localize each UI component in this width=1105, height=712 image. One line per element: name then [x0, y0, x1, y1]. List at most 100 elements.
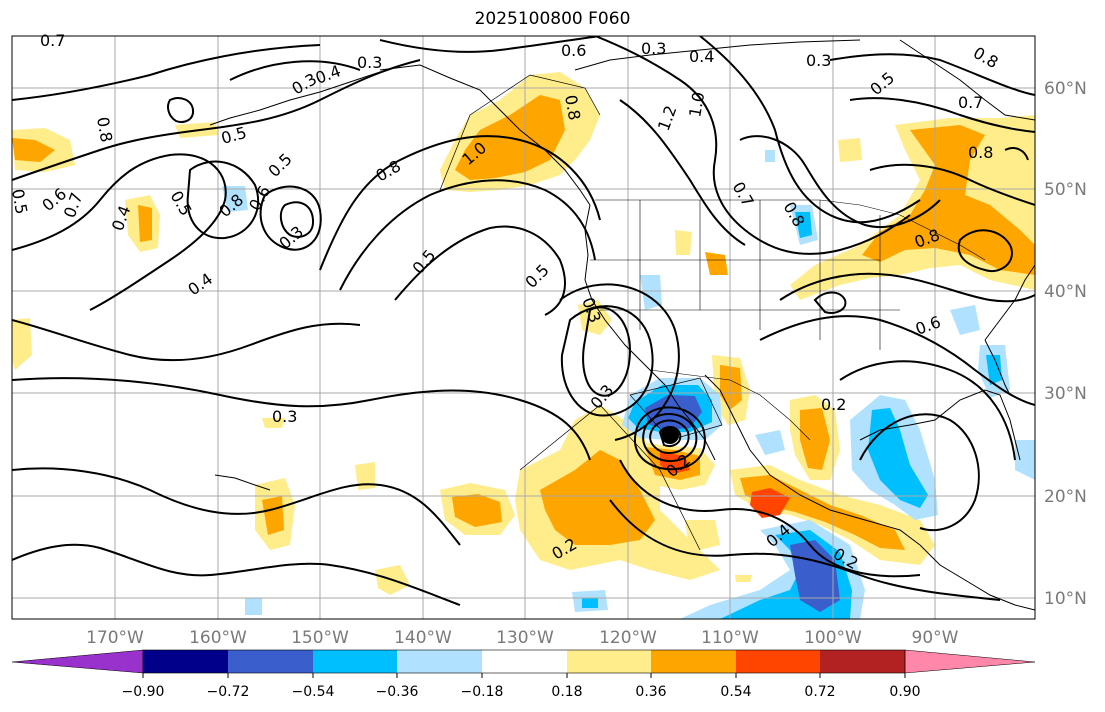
contour-8: [339, 179, 596, 291]
lat-label: 50°N: [1044, 180, 1087, 200]
contour-28: [839, 360, 1016, 461]
contour-label: 0.7: [958, 93, 983, 112]
lat-label: 60°N: [1044, 79, 1087, 99]
shade-warm-dot10: [735, 575, 752, 582]
coast-florida: [984, 339, 1011, 396]
shade-warm-dot5: [838, 138, 862, 162]
contour-label: 0.5: [8, 187, 31, 215]
contour-7: [319, 135, 601, 271]
contour-label: 0.8: [93, 115, 116, 143]
contour-6: [279, 201, 315, 238]
shade-warm-pac2: [12, 318, 32, 370]
contour-label: 0.3: [806, 51, 831, 70]
shade-cold-plains-core: [795, 212, 812, 238]
contour-33: [229, 60, 361, 81]
shade-warm-dot2: [355, 462, 375, 490]
contour-19: [699, 36, 921, 224]
contour-label: 0.3: [357, 53, 382, 72]
shade-warm-mid-pac-core: [452, 494, 502, 527]
political-borders: [590, 199, 986, 441]
shade-cold-dot4: [765, 150, 775, 162]
contour-25: [779, 272, 1035, 303]
colorbar-bin: [143, 650, 228, 673]
map-title: 2025100800 F060: [474, 9, 631, 29]
coast-westcoast: [584, 204, 679, 406]
contour-29: [813, 291, 847, 314]
shade-warm-hi1-core: [262, 496, 284, 535]
contour-5: [259, 185, 322, 251]
contour-tc-2: [649, 419, 690, 454]
lon-label: 170°W: [86, 628, 144, 648]
colorbar-bin: [820, 650, 905, 673]
colorbar: −0.90 −0.72 −0.54 −0.36 −0.18 0.18 0.36 …: [11, 649, 1036, 700]
shade-warm-gulf-core: [800, 408, 830, 470]
lon-label: 130°W: [496, 628, 554, 648]
contour-17: [609, 499, 1001, 601]
thin-3: [629, 377, 723, 441]
contour-tc-3: [642, 413, 698, 463]
contour-18: [592, 36, 911, 255]
lon-label: 90°W: [912, 628, 959, 648]
colorbar-bin: [228, 650, 313, 673]
lon-label: 110°W: [701, 628, 759, 648]
cb-tick-label: 0.36: [635, 684, 666, 700]
longitude-axis: 170°W 160°W 150°W 140°W 130°W 120°W 110°…: [86, 628, 959, 648]
shade-warm-mex-west-core: [540, 450, 655, 545]
contour-4: [186, 160, 260, 240]
coast-aleutians: [209, 71, 381, 126]
cb-tick-label: −0.36: [376, 684, 419, 700]
contour-label: 0.6: [561, 41, 586, 60]
contour-20: [619, 99, 746, 246]
contour-35: [379, 36, 601, 53]
shade-cold-dot2: [245, 598, 262, 615]
contour-31: [1004, 147, 1029, 161]
colorbar-bin: [397, 650, 482, 673]
coastlines: [209, 39, 1035, 611]
contour-24: [869, 163, 1035, 206]
contour-label: 0.3: [272, 407, 297, 426]
lat-label: 10°N: [1044, 589, 1087, 609]
cb-tick-label: 0.18: [551, 684, 582, 700]
cb-tick-label: −0.18: [461, 684, 504, 700]
contour-11: [12, 467, 461, 546]
contour-10: [12, 377, 591, 461]
tc-center-marker: [661, 426, 679, 444]
contour-34: [12, 319, 361, 362]
contour-30: [957, 229, 1013, 273]
contour-label: 0.8: [968, 143, 993, 162]
shade-cold-pac-low: [222, 186, 248, 212]
shade-warm-dot9: [685, 520, 720, 550]
shade-warm-sw-us-core: [720, 365, 742, 410]
colorbar-bin: [313, 650, 397, 673]
contour-32: [167, 97, 195, 123]
border-states-1: [639, 200, 881, 350]
lon-label: 120°W: [599, 628, 657, 648]
contour-27: [859, 413, 980, 532]
shade-warm-westpac-core: [12, 138, 55, 162]
colorbar-bin: [567, 650, 651, 673]
colorbar-frame: [142, 649, 906, 674]
shade-warm-dot3: [675, 230, 692, 255]
thin-2: [519, 404, 701, 551]
thin-contour-lines: [439, 74, 723, 551]
graticule: [12, 36, 1035, 619]
shade-cold-east-coast: [950, 305, 980, 335]
shade-warm-dot4: [705, 252, 728, 275]
lon-label: 100°W: [804, 628, 862, 648]
colorbar-bin: [482, 650, 567, 673]
lat-label: 40°N: [1044, 282, 1087, 302]
contour-label: 0.8: [561, 93, 584, 121]
contour-13: [582, 306, 632, 397]
shade-cold-dot5: [755, 430, 785, 455]
contour-label: 0.3: [641, 39, 666, 58]
coast-canada-north: [574, 39, 861, 71]
coast-baja: [677, 404, 716, 461]
contour-tc-4: [633, 406, 706, 471]
thin-1: [439, 74, 601, 191]
shade-cold-gulf-east-core: [868, 408, 928, 508]
coast-hawaii: [214, 474, 271, 491]
coast-central-am: [919, 544, 1035, 611]
latitude-axis: 60°N 50°N 40°N 30°N 20°N 10°N: [1044, 79, 1087, 609]
cb-tick-label: 0.54: [720, 684, 751, 700]
